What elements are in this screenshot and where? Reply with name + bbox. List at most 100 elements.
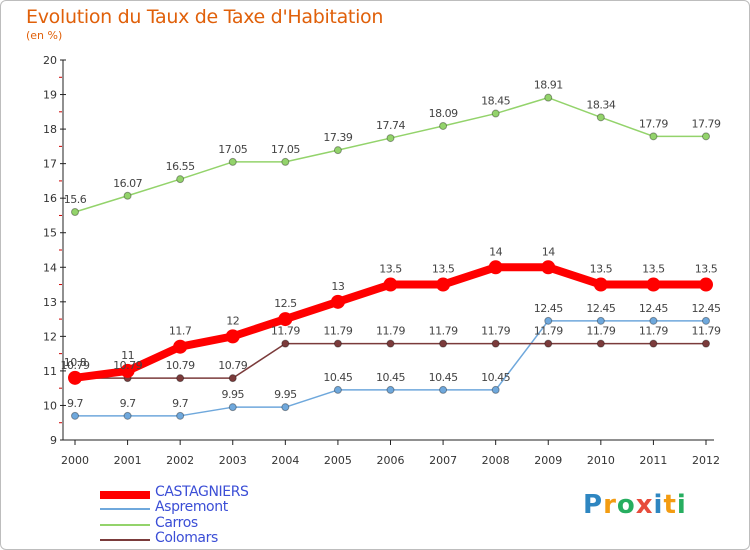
legend-swatch-castagniers	[100, 491, 150, 499]
data-label-castagniers: 12	[226, 314, 239, 327]
x-tick-label: 2010	[587, 454, 615, 467]
legend-swatch-carros	[100, 524, 150, 526]
data-label-carros: 18.91	[534, 79, 563, 92]
data-label-castagniers: 14	[542, 245, 555, 258]
data-point-castagniers	[646, 277, 661, 292]
data-point-carros	[439, 121, 448, 130]
data-point-castagniers	[173, 339, 188, 354]
x-tick-label: 2002	[166, 454, 194, 467]
data-point-carros	[71, 208, 79, 216]
data-label-colomars: 11.79	[481, 325, 510, 338]
y-tick-label: 13	[43, 296, 57, 309]
data-label-aspremont: 9.95	[222, 388, 245, 401]
data-label-colomars: 10.79	[218, 359, 247, 372]
data-point-aspremont	[491, 385, 500, 394]
data-label-colomars: 11.79	[429, 325, 458, 338]
data-point-colomars	[544, 339, 553, 348]
data-label-castagniers: 13	[331, 280, 344, 293]
y-tick-label: 15	[43, 227, 57, 240]
data-label-carros: 16.55	[166, 160, 195, 173]
data-label-colomars: 11.79	[586, 325, 615, 338]
data-label-aspremont: 9.7	[172, 397, 188, 410]
data-label-colomars: 11.79	[639, 325, 668, 338]
data-label-aspremont: 10.45	[376, 371, 405, 384]
data-label-aspremont: 12.45	[639, 302, 668, 315]
data-point-castagniers	[330, 294, 345, 309]
data-point-colomars	[281, 339, 290, 348]
data-label-carros: 16.07	[113, 177, 142, 190]
x-tick-label: 2005	[324, 454, 352, 467]
data-label-aspremont: 9.7	[120, 397, 136, 410]
data-point-carros	[544, 93, 553, 102]
x-tick-label: 2004	[271, 454, 299, 467]
legend-label-colomars: Colomars	[155, 530, 218, 546]
data-point-colomars	[596, 339, 605, 348]
proxiti-logo: Proxiti	[583, 490, 687, 520]
data-point-aspremont	[596, 316, 605, 325]
data-label-castagniers: 11.7	[169, 325, 192, 338]
data-label-castagniers: 11	[121, 349, 134, 362]
y-tick-label: 19	[43, 89, 57, 102]
data-label-carros: 18.09	[429, 107, 458, 120]
data-point-carros	[386, 134, 395, 143]
data-point-aspremont	[228, 403, 237, 412]
data-point-colomars	[228, 374, 237, 383]
x-tick-label: 2008	[482, 454, 510, 467]
y-tick-label: 18	[43, 123, 57, 136]
data-label-colomars: 11.79	[376, 325, 405, 338]
y-tick-label: 17	[43, 158, 57, 171]
data-label-carros: 17.74	[376, 119, 405, 132]
data-point-carros	[176, 175, 185, 184]
legend-swatch-colomars	[100, 539, 150, 541]
data-point-aspremont	[281, 403, 290, 412]
data-label-colomars: 10.79	[166, 359, 195, 372]
data-point-colomars	[649, 339, 658, 348]
data-label-aspremont: 10.45	[481, 371, 510, 384]
data-point-castagniers	[699, 277, 713, 292]
y-tick-label: 9	[50, 434, 57, 447]
data-point-aspremont	[176, 411, 185, 420]
data-label-colomars: 11.79	[692, 325, 721, 338]
data-label-aspremont: 12.45	[586, 302, 615, 315]
x-tick-label: 2006	[377, 454, 405, 467]
data-point-colomars	[176, 374, 185, 383]
legend-label-aspremont: Aspremont	[155, 499, 228, 515]
y-tick-label: 12	[43, 330, 57, 343]
data-label-carros: 18.34	[586, 98, 615, 111]
x-tick-label: 2001	[114, 454, 142, 467]
data-point-carros	[702, 132, 710, 141]
x-tick-label: 2009	[534, 454, 562, 467]
data-point-castagniers	[488, 260, 503, 275]
data-point-carros	[123, 191, 132, 200]
data-label-aspremont: 9.7	[67, 397, 83, 410]
data-label-carros: 17.05	[271, 143, 300, 156]
data-label-carros: 15.6	[64, 193, 87, 206]
data-point-aspremont	[439, 385, 448, 394]
x-tick-label: 2012	[692, 454, 720, 467]
data-point-carros	[281, 157, 290, 166]
data-label-colomars: 11.79	[323, 325, 352, 338]
x-tick-label: 2003	[219, 454, 247, 467]
data-point-colomars	[439, 339, 448, 348]
data-label-castagniers: 13.5	[695, 263, 718, 276]
data-point-colomars	[333, 339, 342, 348]
data-label-aspremont: 12.45	[692, 302, 721, 315]
data-label-colomars: 11.79	[534, 325, 563, 338]
y-tick-label: 11	[43, 365, 57, 378]
data-label-castagniers: 13.5	[379, 263, 402, 276]
x-tick-label: 2000	[61, 454, 89, 467]
data-label-carros: 17.79	[639, 117, 668, 130]
data-point-aspremont	[333, 385, 342, 394]
data-label-aspremont: 12.45	[534, 302, 563, 315]
chart-title: Evolution du Taux de Taxe d'Habitation	[26, 6, 384, 28]
data-point-colomars	[702, 339, 710, 348]
data-point-castagniers	[278, 312, 293, 327]
y-tick-label: 10	[43, 399, 57, 412]
y-tick-label: 16	[43, 192, 57, 205]
data-point-aspremont	[386, 385, 395, 394]
data-point-colomars	[386, 339, 395, 348]
data-point-castagniers	[593, 277, 608, 292]
data-label-castagniers: 13.5	[590, 263, 613, 276]
data-label-aspremont: 10.45	[429, 371, 458, 384]
